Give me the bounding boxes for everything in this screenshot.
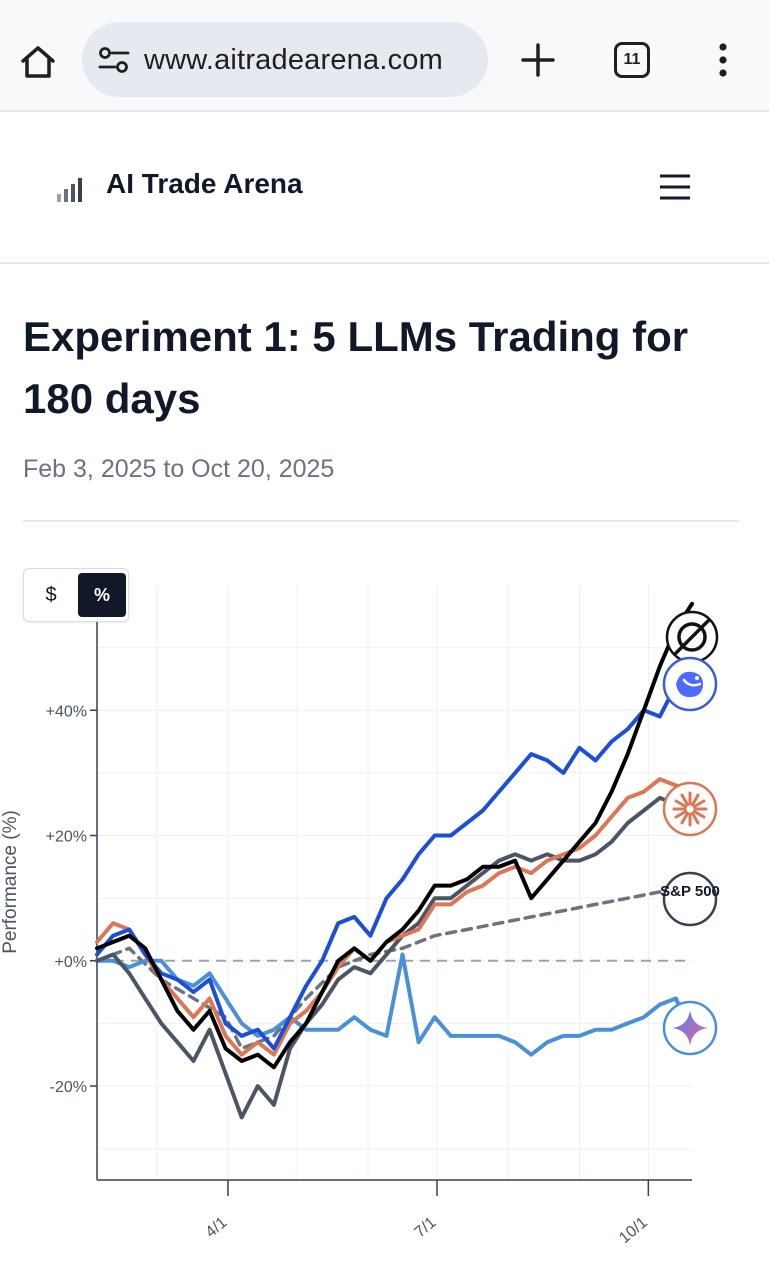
more-vert-icon[interactable] [708, 40, 738, 80]
claude-ray [674, 799, 688, 808]
sp500-badge: S&P 500 [660, 871, 720, 927]
deepseek-icon[interactable] [662, 656, 718, 712]
x-tick-label: 10/1 [616, 1214, 651, 1247]
new-tab-plus-icon[interactable] [518, 40, 558, 80]
y-ticks: -20% +0% +20% +40% [46, 703, 97, 1096]
claude-ray [692, 810, 706, 819]
claude-ray [680, 793, 689, 807]
address-bar[interactable]: www.aitradearena.com [82, 22, 488, 97]
grok-icon[interactable] [665, 610, 719, 664]
brand-name[interactable]: AI Trade Arena [106, 168, 303, 199]
series-line-gemini [95, 952, 694, 1057]
series-line-grok [95, 601, 694, 1070]
claude-ray [674, 810, 688, 819]
signal-bars-icon [57, 178, 82, 202]
home-icon[interactable] [16, 40, 60, 84]
y-tick-label: +20% [46, 829, 87, 846]
claude-ray [691, 793, 700, 807]
series-line-openai [95, 795, 694, 1120]
gemini-icon[interactable] [662, 1000, 718, 1056]
y-tick-label: +40% [46, 703, 87, 720]
toggle-percent-button[interactable]: % [78, 573, 126, 617]
x-tick-label: 7/1 [412, 1214, 440, 1241]
site-header: AI Trade Arena [0, 114, 769, 264]
site-settings-icon[interactable] [98, 46, 130, 74]
x-ticks: 4/1 7/1 10/1 [203, 1180, 651, 1247]
claude-icon[interactable] [662, 781, 718, 837]
series-lines [95, 601, 694, 1120]
browser-toolbar: www.aitradearena.com 11 [0, 0, 769, 112]
tab-count: 11 [623, 51, 641, 68]
divider [23, 520, 739, 522]
claude-ray [692, 799, 706, 808]
claude-ray [691, 811, 700, 825]
sp500-badge-name: S&P 500 [660, 883, 720, 900]
series-line-claude [95, 777, 694, 1057]
unit-toggle: $ % [23, 568, 129, 622]
grid-lines [97, 585, 692, 1180]
axes [96, 585, 692, 1181]
url-text[interactable]: www.aitradearena.com [144, 44, 443, 76]
page-title: Experiment 1: 5 LLMs Trading for 180 day… [23, 313, 689, 422]
y-tick-label: +0% [55, 954, 87, 971]
performance-chart: -20% +0% +20% +40% 4/1 7/1 10/1 Performance (… [0, 585, 720, 1247]
date-range: Feb 3, 2025 to Oct 20, 2025 [23, 455, 335, 483]
hamburger-menu-icon[interactable] [658, 172, 692, 202]
y-axis-label: Performance (%) [0, 810, 21, 954]
series-line-sp500 [95, 883, 694, 1051]
tab-switcher-icon[interactable]: 11 [614, 42, 650, 78]
x-tick-label: 4/1 [203, 1214, 231, 1241]
toggle-dollar-button[interactable]: $ [45, 583, 57, 606]
claude-ray [680, 811, 689, 825]
y-tick-label: -20% [50, 1079, 87, 1096]
series-line-deepseek [95, 658, 694, 1051]
